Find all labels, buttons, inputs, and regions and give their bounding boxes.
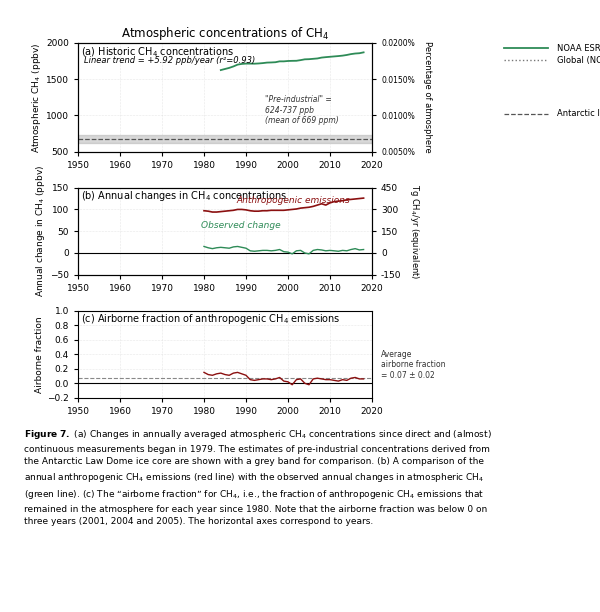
Title: Atmospheric concentrations of CH$_4$: Atmospheric concentrations of CH$_4$ [121, 25, 329, 42]
Text: Linear trend = +5.92 ppb/year (r²=0.93): Linear trend = +5.92 ppb/year (r²=0.93) [84, 56, 255, 65]
Y-axis label: Percentage of atmosphere: Percentage of atmosphere [422, 42, 431, 153]
Bar [78, 135, 372, 143]
Text: Anthropogenic emissions: Anthropogenic emissions [237, 196, 350, 206]
Y-axis label: Airborne fraction: Airborne fraction [35, 316, 44, 392]
Text: Average
airborne fraction
= 0.07 ± 0.02: Average airborne fraction = 0.07 ± 0.02 [381, 350, 445, 379]
Text: Observed change: Observed change [202, 221, 281, 230]
Text: (a) Historic CH$_4$ concentrations: (a) Historic CH$_4$ concentrations [81, 45, 234, 59]
Y-axis label: Atmospheric CH$_4$ (ppbv): Atmospheric CH$_4$ (ppbv) [30, 42, 43, 152]
Y-axis label: Tg CH$_4$/yr (equivalent): Tg CH$_4$/yr (equivalent) [408, 184, 421, 279]
Text: $\bf{Figure\ 7.}$ (a) Changes in annually averaged atmospheric CH$_4$ concentrat: $\bf{Figure\ 7.}$ (a) Changes in annuall… [24, 428, 492, 526]
Text: NOAA ESRL: NOAA ESRL [557, 44, 600, 53]
Y-axis label: Annual change in CH$_4$ (ppbv): Annual change in CH$_4$ (ppbv) [34, 165, 47, 297]
Text: Global (NOAA AGGI): Global (NOAA AGGI) [557, 56, 600, 65]
Text: (c) Airborne fraction of anthropogenic CH$_4$ emissions: (c) Airborne fraction of anthropogenic C… [81, 312, 341, 326]
Text: (b) Annual changes in CH$_4$ concentrations: (b) Annual changes in CH$_4$ concentrati… [81, 189, 287, 203]
Text: "Pre-industrial" =
624-737 ppb
(mean of 669 ppm): "Pre-industrial" = 624-737 ppb (mean of … [265, 95, 338, 125]
Text: Antarctic Ice Core: Antarctic Ice Core [557, 109, 600, 118]
